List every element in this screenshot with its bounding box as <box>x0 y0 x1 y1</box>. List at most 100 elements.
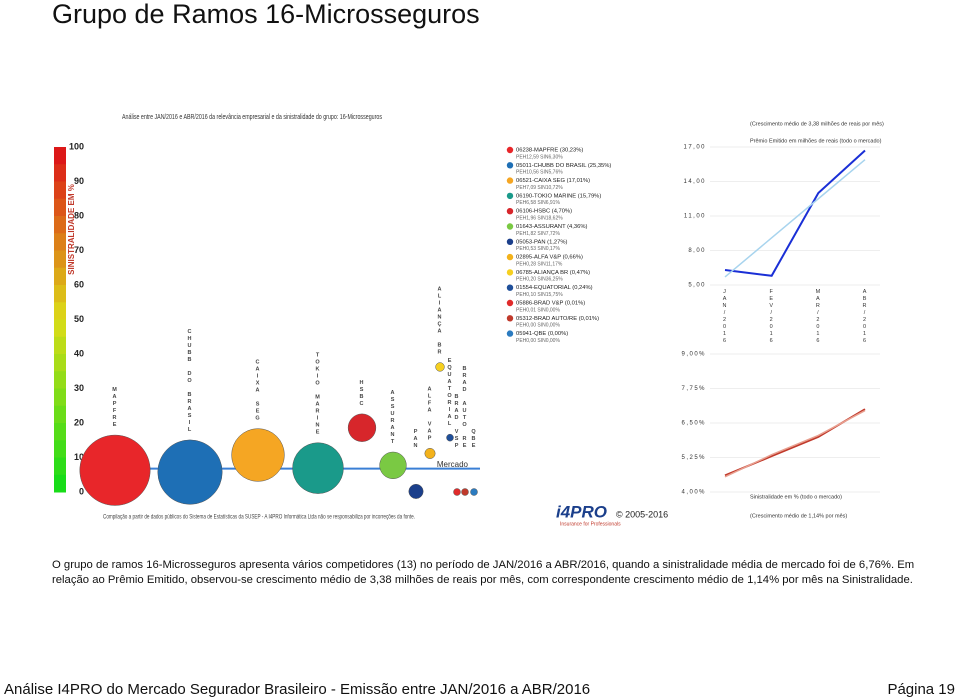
scale-bar <box>54 388 66 407</box>
legend-detail: PEH0,01 SIN0,00% <box>516 307 560 313</box>
legend-entry: 06190-TOKIO MARINE (15,79%) <box>516 193 601 199</box>
y-tick-label: 8,00 <box>688 248 706 254</box>
bubble <box>379 451 407 479</box>
slide-title: Grupo de Ramos 16-Microsseguros <box>52 0 480 29</box>
scale-bar <box>54 319 66 338</box>
legend-detail: PEH0,53 SIN0,17% <box>516 246 560 252</box>
x-tick-label: JAN/2016 <box>722 289 728 345</box>
category-label: MAPFRE <box>112 387 118 429</box>
y-tick-label: 0 <box>79 486 84 496</box>
bubble <box>435 362 445 372</box>
legend-entry: 05941-QBE (0,00%) <box>516 331 568 337</box>
legend-swatch <box>506 330 514 337</box>
legend-detail: PEH12,59 SIN6,30% <box>516 154 563 160</box>
legend-detail: PEH0,20 SIN36,25% <box>516 277 563 283</box>
legend-swatch <box>506 315 514 322</box>
y-tick-label: 11,00 <box>684 214 706 220</box>
bubble <box>424 448 436 459</box>
y-tick-label: 60 <box>74 279 84 289</box>
legend-entry: 06785-ALIANÇA BR (0,47%) <box>516 270 590 276</box>
legend-swatch <box>506 162 514 169</box>
series-line <box>724 149 866 277</box>
y-tick-label: 17,00 <box>683 145 706 151</box>
bubble <box>231 428 285 482</box>
legend-entry: 05053-PAN (1,27%) <box>516 239 568 245</box>
chart-title: Análise entre JAN/2016 e ABR/2016 da rel… <box>122 112 382 121</box>
y-tick-label: 5,25% <box>681 455 706 461</box>
scale-bar <box>54 336 66 355</box>
category-label: BRAD AUTO RE <box>462 366 468 450</box>
legend-swatch <box>506 177 514 184</box>
scale-bar <box>54 267 66 286</box>
legend-detail: PEH10,56 SIN5,76% <box>516 170 563 176</box>
legend-swatch <box>506 269 514 276</box>
scale-bar <box>54 198 66 217</box>
scale-bar <box>54 440 66 458</box>
legend-detail: PEH0,10 SIN15,75% <box>516 292 563 298</box>
logo-tagline: Insurance for Professionals <box>560 521 621 527</box>
legend-swatch <box>506 299 514 307</box>
series-line <box>724 159 866 278</box>
y-tick-label: 4,00% <box>681 490 706 496</box>
y-tick-label: 80 <box>74 210 84 220</box>
legend-entry: 05011-CHUBB DO BRASIL (25,35%) <box>516 163 611 169</box>
y-tick-label: 10 <box>74 452 84 462</box>
market-label: Mercado <box>437 460 469 469</box>
chart-subtitle: Prêmio Emitido em milhões de reais (todo… <box>750 138 882 144</box>
category-label: PAN <box>413 429 419 450</box>
scale-bar <box>54 181 66 200</box>
legend-swatch <box>506 208 514 215</box>
scale-bar <box>54 371 66 389</box>
legend-entry: 05312-BRAD AUTO/RE (0,01%) <box>516 316 599 322</box>
y-tick-label: 40 <box>74 348 84 358</box>
y-tick-label: 7,75% <box>681 386 706 392</box>
bubble <box>347 413 377 442</box>
category-label: ASSURANT <box>390 390 396 446</box>
page-number: Página 19 <box>887 681 955 698</box>
logo-box <box>554 502 664 526</box>
legend-entry: 02895-ALFA V&P (0,66%) <box>516 255 583 261</box>
legend-detail: PEH6,58 SIN6,91% <box>516 200 560 206</box>
scale-bar <box>54 250 66 269</box>
chart-title: (Crescimento médio de 3,38 milhões de re… <box>750 121 884 127</box>
x-tick-label: MAR/2016 <box>815 289 821 345</box>
legend-entry: 06106-HSBC (4,70%) <box>516 209 572 215</box>
legend-swatch <box>506 253 514 261</box>
legend-swatch <box>506 223 514 230</box>
y-tick-label: 90 <box>74 176 84 186</box>
category-label: BRAD VSP <box>454 394 460 450</box>
series-line <box>724 409 866 478</box>
legend-swatch <box>506 238 514 245</box>
scale-bar <box>54 457 66 476</box>
scale-bar <box>54 405 66 424</box>
category-label: ALIANÇA BR <box>437 287 443 357</box>
chart-subtitle: (Crescimento médio de 1,14% por mês) <box>750 513 847 519</box>
category-label: ALFA VAP <box>427 386 433 442</box>
category-label: HSBC <box>359 380 365 408</box>
legend-detail: PEH1,82 SIN7,72% <box>516 231 560 237</box>
chart-note: Compilação a partir de dados públicos do… <box>103 515 415 521</box>
scale-bar <box>54 285 66 303</box>
y-tick-label: 100 <box>69 141 84 151</box>
y-tick-label: 6,50% <box>681 421 706 427</box>
legend-detail: PEH1,96 SIN18,62% <box>516 216 563 222</box>
legend-entry: 06238-MAPFRE (30,23%) <box>516 148 583 154</box>
logo: i4PRO <box>556 502 607 521</box>
copyright: © 2005-2016 <box>616 509 668 519</box>
scale-bar <box>54 354 66 372</box>
y-tick-label: 9,00% <box>681 352 706 358</box>
bubble <box>461 488 469 496</box>
legend-entry: 01554-EQUATORIAL (0,24%) <box>516 285 593 291</box>
y-tick-label: 70 <box>74 245 84 255</box>
bubble <box>446 433 454 442</box>
y-tick-label: 50 <box>74 314 84 324</box>
scale-bar <box>54 164 66 182</box>
legend-swatch <box>506 284 514 291</box>
x-tick-label: FEV/2016 <box>768 289 774 345</box>
legend-detail: PEH0,28 SIN11,17% <box>516 261 563 267</box>
y-tick-label: 14,00 <box>683 179 706 185</box>
scale-bar <box>54 233 66 251</box>
y-tick-label: 20 <box>74 417 84 427</box>
